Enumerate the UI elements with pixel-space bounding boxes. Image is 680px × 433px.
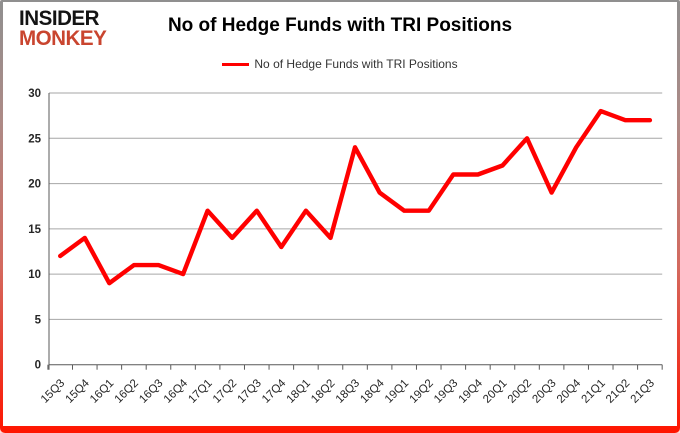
x-tick-label: 18Q2 — [309, 377, 337, 405]
x-tick-label: 17Q2 — [211, 377, 239, 405]
x-tick-label: 18Q1 — [285, 377, 313, 405]
chart-title: No of Hedge Funds with TRI Positions — [167, 15, 513, 36]
chart-canvas: INSIDER MONKEY No of Hedge Funds with TR… — [3, 2, 677, 426]
x-tick-label: 16Q2 — [113, 377, 141, 405]
legend-label: No of Hedge Funds with TRI Positions — [254, 57, 458, 71]
insider-monkey-logo: INSIDER MONKEY — [19, 7, 108, 50]
x-tick-label: 17Q4 — [260, 377, 289, 406]
x-tick-label: 15Q3 — [39, 377, 67, 405]
y-axis-labels: 0 5 10 15 20 25 30 — [28, 88, 41, 372]
y-tick-label: 10 — [28, 269, 41, 281]
logo-text-monkey: MONKEY — [19, 26, 107, 50]
legend-line-swatch — [222, 62, 250, 66]
x-tick-label: 20Q3 — [530, 377, 558, 405]
x-tick-label: 20Q1 — [481, 377, 509, 405]
series-line — [58, 108, 653, 286]
x-tick-label: 19Q2 — [407, 377, 435, 405]
x-tick-label: 21Q1 — [579, 377, 607, 405]
x-tick-label: 17Q1 — [186, 377, 214, 405]
x-tick-label: 20Q2 — [506, 377, 534, 405]
x-tick-label: 21Q3 — [629, 377, 657, 405]
x-tick-label: 21Q2 — [604, 377, 632, 405]
x-tick-label: 16Q1 — [88, 377, 116, 405]
x-axis-ticks — [47, 364, 663, 370]
x-tick-label: 17Q3 — [235, 377, 263, 405]
line-chart: 0 5 10 15 20 25 30 15Q315Q416Q116Q216Q316Q417Q1… — [28, 88, 663, 406]
chart-legend: No of Hedge Funds with TRI Positions — [3, 57, 677, 71]
y-tick-label: 25 — [28, 133, 41, 145]
x-tick-label: 19Q1 — [383, 377, 411, 405]
x-tick-label: 18Q3 — [334, 377, 362, 405]
x-tick-label: 15Q4 — [64, 377, 93, 406]
x-tick-label: 16Q4 — [162, 377, 191, 406]
x-axis-labels: 15Q315Q416Q116Q216Q316Q417Q117Q217Q317Q4… — [39, 377, 657, 406]
x-tick-label: 19Q3 — [432, 377, 460, 405]
x-tick-label: 20Q4 — [555, 377, 584, 406]
gridlines — [49, 92, 663, 366]
y-tick-label: 0 — [35, 360, 41, 372]
x-tick-label: 18Q4 — [358, 377, 387, 406]
y-tick-label: 20 — [28, 179, 41, 191]
y-tick-label: 15 — [28, 224, 41, 236]
x-tick-label: 19Q4 — [457, 377, 486, 406]
logo-text-insider: INSIDER — [19, 7, 100, 30]
y-tick-label: 30 — [28, 88, 41, 100]
x-tick-label: 16Q3 — [137, 377, 165, 405]
y-tick-label: 5 — [35, 314, 42, 326]
